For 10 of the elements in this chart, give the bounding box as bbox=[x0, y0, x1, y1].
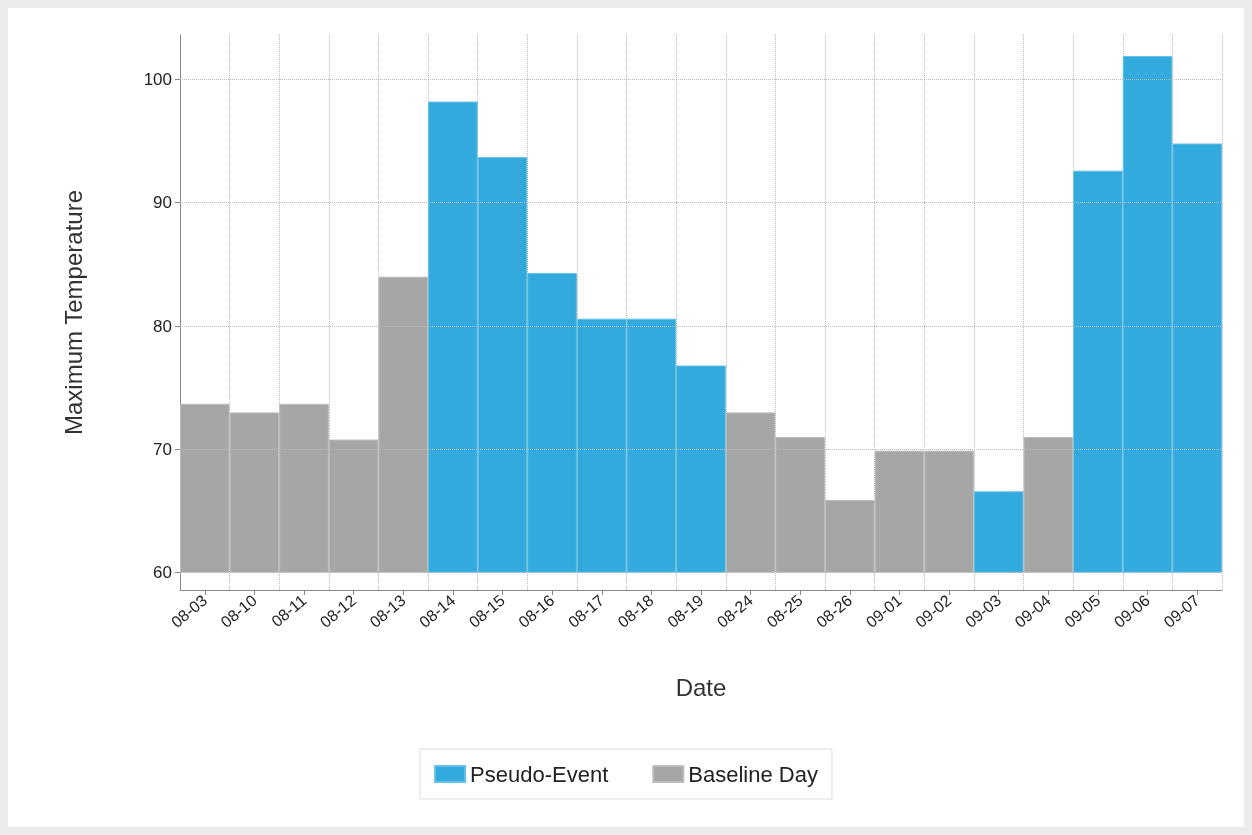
bar bbox=[973, 491, 1024, 573]
y-tick-label: 90 bbox=[153, 193, 172, 213]
y-tick-label: 80 bbox=[153, 316, 172, 336]
y-tick-label: 100 bbox=[143, 69, 172, 89]
y-axis-title: Maximum Temperature bbox=[59, 190, 87, 435]
y-tick-label: 60 bbox=[153, 563, 172, 583]
legend-label: Pseudo-Event bbox=[470, 761, 609, 787]
x-axis-title: Date bbox=[675, 673, 727, 701]
legend-label: Baseline Day bbox=[688, 761, 818, 787]
y-tick-label: 70 bbox=[153, 439, 172, 459]
